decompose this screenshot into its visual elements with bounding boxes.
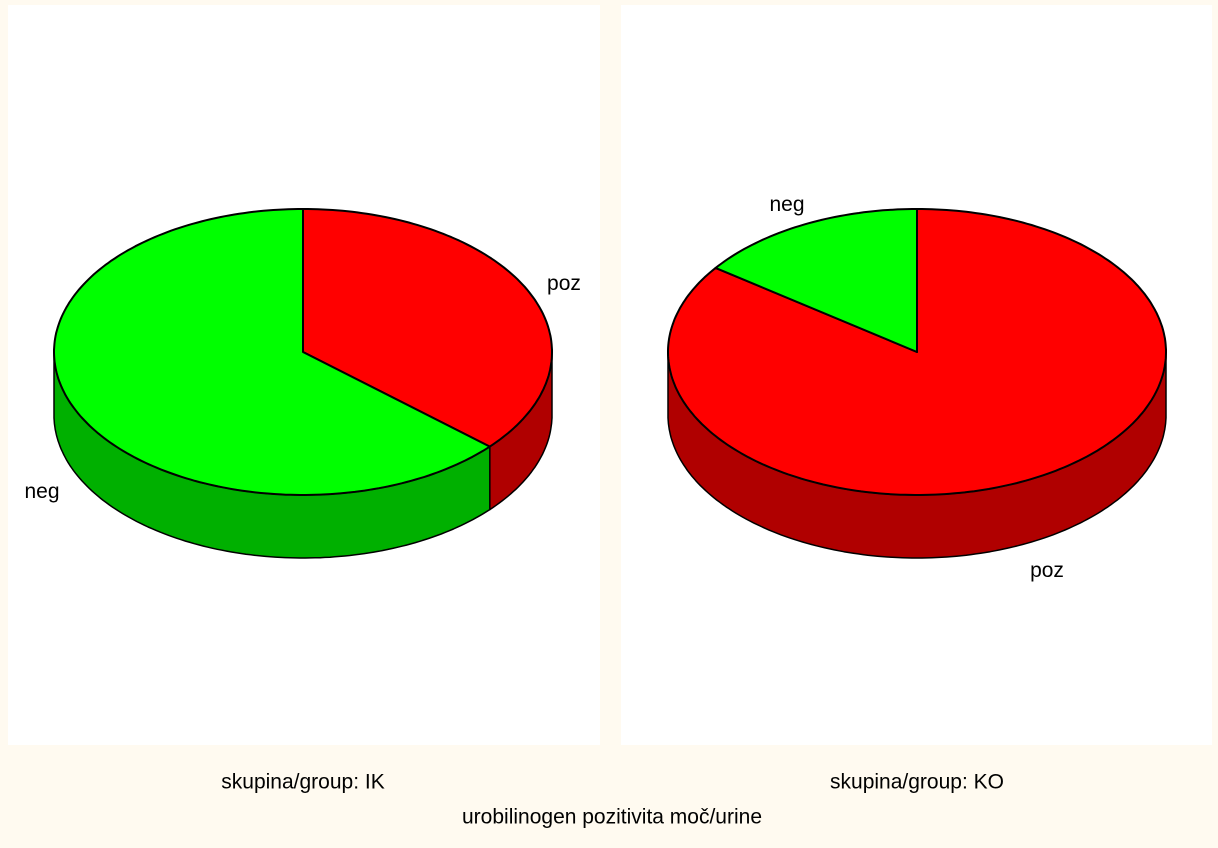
pie-slice <box>714 208 918 353</box>
slice-label: poz <box>1030 559 1064 582</box>
chart-title: skupina/group: KO <box>830 771 1004 794</box>
pie-slice <box>53 208 491 496</box>
chart-title: skupina/group: IK <box>221 771 384 794</box>
slice-label: poz <box>547 272 581 295</box>
slice-label: neg <box>24 480 59 503</box>
slice-label: neg <box>769 193 804 216</box>
pie-slice <box>302 208 553 448</box>
caption: urobilinogen pozitivita moč/urine <box>462 806 762 829</box>
